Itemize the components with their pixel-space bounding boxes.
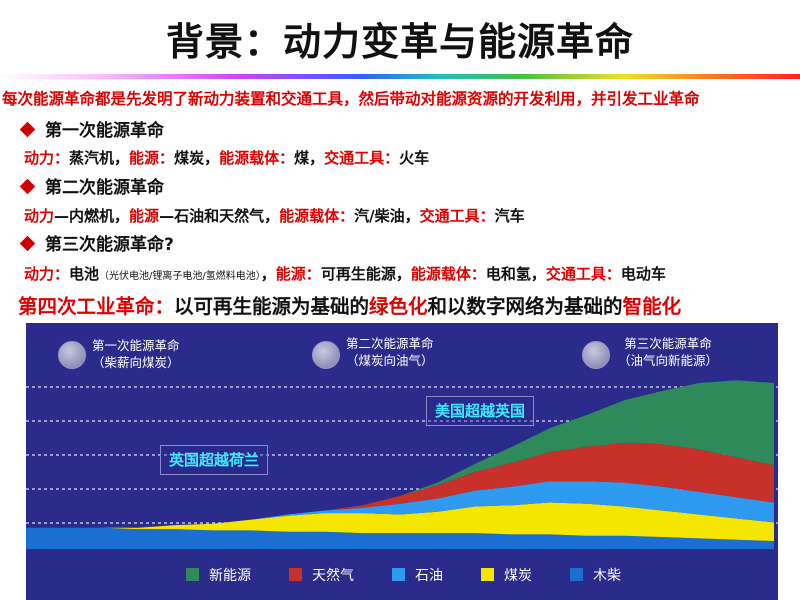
era-3-label: 第三次能源革命 （油气向新能源） — [618, 335, 718, 369]
separator: ， — [309, 149, 325, 167]
energy-value: 可再生能源 — [320, 265, 396, 283]
era-1-sub: （柴薪向煤炭） — [92, 355, 180, 370]
separator: ， — [204, 149, 220, 167]
separator: ， — [114, 149, 130, 167]
fourth-part1: 以可再生能源为基础的 — [174, 295, 370, 318]
power-label: 动力 — [24, 207, 55, 225]
energy-label: 能源： — [275, 265, 321, 283]
fourth-prefix: 第四次工业革命： — [18, 295, 175, 318]
power-value: —内燃机 — [54, 207, 115, 225]
separator: ， — [260, 265, 276, 283]
energy-area-chart — [26, 380, 778, 549]
energy-label: 能源 — [129, 207, 160, 225]
era-2-sub: （煤炭向油气） — [346, 353, 434, 368]
callout-us-overtakes-uk: 美国超越英国 — [426, 396, 535, 426]
revolution-3-title: 第三次能源革命? — [45, 235, 174, 255]
legend-swatch — [481, 568, 494, 581]
separator: ， — [530, 265, 546, 283]
legend-item-新能源: 新能源 — [186, 566, 251, 586]
era-2-label: 第二次能源革命 （煤炭向油气） — [346, 335, 434, 369]
transport-value: 火车 — [399, 149, 430, 167]
separator: ， — [404, 207, 420, 225]
legend-label: 新能源 — [209, 568, 251, 584]
legend-swatch — [392, 568, 405, 581]
fourth-green: 绿色化 — [369, 295, 428, 318]
era-3-circle-icon — [582, 341, 610, 369]
energy-label: 能源： — [129, 149, 175, 167]
transport-value: 电动车 — [620, 265, 666, 283]
revolution-2-details: 动力—内燃机，能源—石油和天然气，能源载体：汽/柴油，交通工具：汽车 — [24, 204, 525, 228]
revolution-2-title: 第二次能源革命 — [45, 178, 164, 198]
area-series-煤炭 — [26, 502, 774, 541]
legend-label: 天然气 — [312, 568, 354, 584]
power-label: 动力： — [24, 149, 70, 167]
era-3-sub: （油气向新能源） — [618, 353, 719, 368]
page-title: 背景：动力变革与能源革命 — [165, 20, 634, 64]
legend-item-木柴: 木柴 — [570, 566, 621, 586]
era-2-circle-icon — [312, 341, 340, 369]
era-1-label: 第一次能源革命 （柴薪向煤炭） — [92, 337, 180, 371]
transport-value: 汽车 — [494, 207, 525, 225]
revolution-1-details: 动力：蒸汽机，能源：煤炭，能源载体：煤，交通工具：火车 — [24, 146, 429, 170]
carrier-label: 能源载体： — [410, 265, 486, 283]
carrier-label: 能源载体： — [279, 207, 355, 225]
fourth-smart: 智能化 — [622, 295, 682, 318]
separator: ， — [395, 265, 411, 283]
fourth-revolution-line: 第四次工业革命：以可再生能源为基础的绿色化和以数字网络为基础的智能化 — [18, 292, 681, 322]
intro-text: 每次能源革命都是先发明了新动力装置和交通工具，然后带动对能源资源的开发利用，并引… — [2, 90, 700, 108]
carrier-value: 汽/柴油 — [354, 207, 405, 225]
transport-label: 交通工具： — [419, 207, 495, 225]
energy-chart-panel: 第一次能源革命 （柴薪向煤炭） 第二次能源革命 （煤炭向油气） 第三次能源革命 … — [26, 323, 778, 600]
revolution-3-details: 动力：电池（光伏电池/锂离子电池/氢燃料电池），能源：可再生能源，能源载体：电和… — [24, 262, 666, 286]
legend-item-石油: 石油 — [392, 566, 443, 586]
revolution-2-heading: 第二次能源革命 — [19, 175, 164, 201]
carrier-value: 电和氢 — [485, 265, 531, 283]
diamond-bullet-icon — [19, 121, 36, 138]
transport-label: 交通工具： — [324, 149, 400, 167]
separator: ， — [264, 207, 280, 225]
legend-label: 石油 — [415, 568, 443, 584]
separator: ， — [114, 207, 130, 225]
era-1-name: 第一次能源革命 — [92, 338, 180, 353]
power-note: （光伏电池/锂离子电池/氢燃料电池） — [99, 271, 261, 282]
legend-swatch — [289, 568, 302, 581]
revolution-3-heading: 第三次能源革命? — [19, 232, 174, 258]
power-value: 电池 — [69, 265, 100, 283]
legend-swatch — [186, 568, 199, 581]
revolution-1-title: 第一次能源革命 — [45, 121, 164, 141]
legend-item-煤炭: 煤炭 — [481, 566, 532, 586]
era-2-name: 第二次能源革命 — [346, 336, 434, 351]
chart-legend: 新能源 天然气 石油 煤炭 木柴 — [186, 566, 659, 586]
era-1-circle-icon — [58, 341, 86, 369]
revolution-1-heading: 第一次能源革命 — [19, 118, 164, 144]
area-series-木柴 — [26, 527, 774, 549]
area-series-新能源 — [26, 380, 774, 528]
power-value: 蒸汽机 — [69, 149, 115, 167]
energy-value: —石油和天然气 — [159, 207, 265, 225]
legend-label: 煤炭 — [504, 568, 532, 584]
legend-label: 木柴 — [593, 568, 621, 584]
area-series-石油 — [26, 481, 774, 528]
diamond-bullet-icon — [19, 178, 36, 195]
area-series-天然气 — [26, 442, 774, 528]
diamond-bullet-icon — [19, 235, 36, 252]
legend-swatch — [570, 568, 583, 581]
carrier-label: 能源载体： — [219, 149, 295, 167]
callout-uk-overtakes-netherlands: 英国超越荷兰 — [160, 445, 269, 475]
era-3-name: 第三次能源革命 — [624, 336, 712, 351]
title-divider — [0, 74, 800, 79]
legend-item-天然气: 天然气 — [289, 566, 354, 586]
fourth-part2: 和以数字网络为基础的 — [427, 295, 623, 318]
transport-label: 交通工具： — [545, 265, 621, 283]
power-label: 动力： — [24, 265, 70, 283]
carrier-value: 煤 — [294, 149, 310, 167]
energy-value: 煤炭 — [174, 149, 205, 167]
